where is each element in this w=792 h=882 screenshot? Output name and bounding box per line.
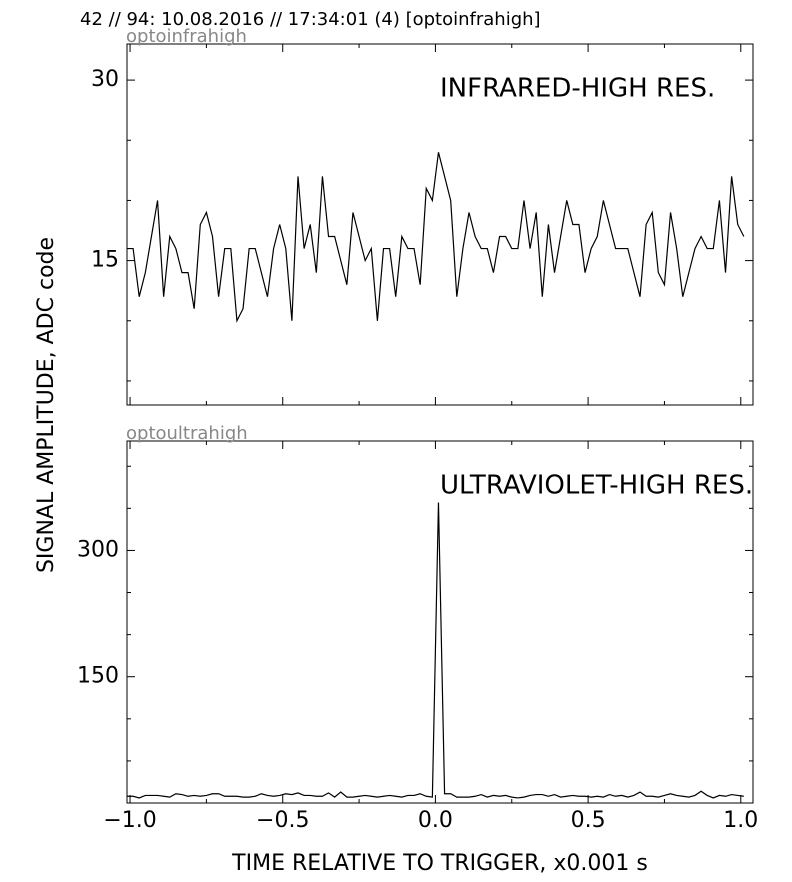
x-tick-label: 1.0: [723, 808, 758, 833]
y-axis-label: SIGNAL AMPLITUDE, ADC code: [34, 237, 59, 573]
y-tick-label: 300: [77, 537, 119, 562]
x-tick-label: 0.5: [571, 808, 606, 833]
x-tick-label: −1.0: [103, 808, 156, 833]
x-axis-label: TIME RELATIVE TO TRIGGER, x0.001 s: [231, 851, 648, 876]
data-line: [127, 502, 744, 799]
y-tick-label: 30: [91, 67, 119, 92]
panel-name: optoinfrahigh: [126, 26, 247, 47]
annotation: ULTRAVIOLET-HIGH RES.: [440, 471, 753, 501]
plot-frame: [126, 440, 754, 804]
x-tick-label: 0.0: [418, 808, 453, 833]
data-line: [127, 152, 745, 323]
panel-name: optoultrahigh: [126, 423, 248, 444]
y-tick-label: 150: [77, 664, 119, 689]
annotation: INFRARED-HIGH RES.: [440, 74, 715, 104]
header: 42 // 94: 10.08.2016 // 17:34:01 (4) [op…: [80, 9, 541, 30]
x-tick-label: −0.5: [256, 808, 309, 833]
y-tick-label: 15: [91, 248, 119, 273]
plot-frame: [126, 43, 754, 406]
